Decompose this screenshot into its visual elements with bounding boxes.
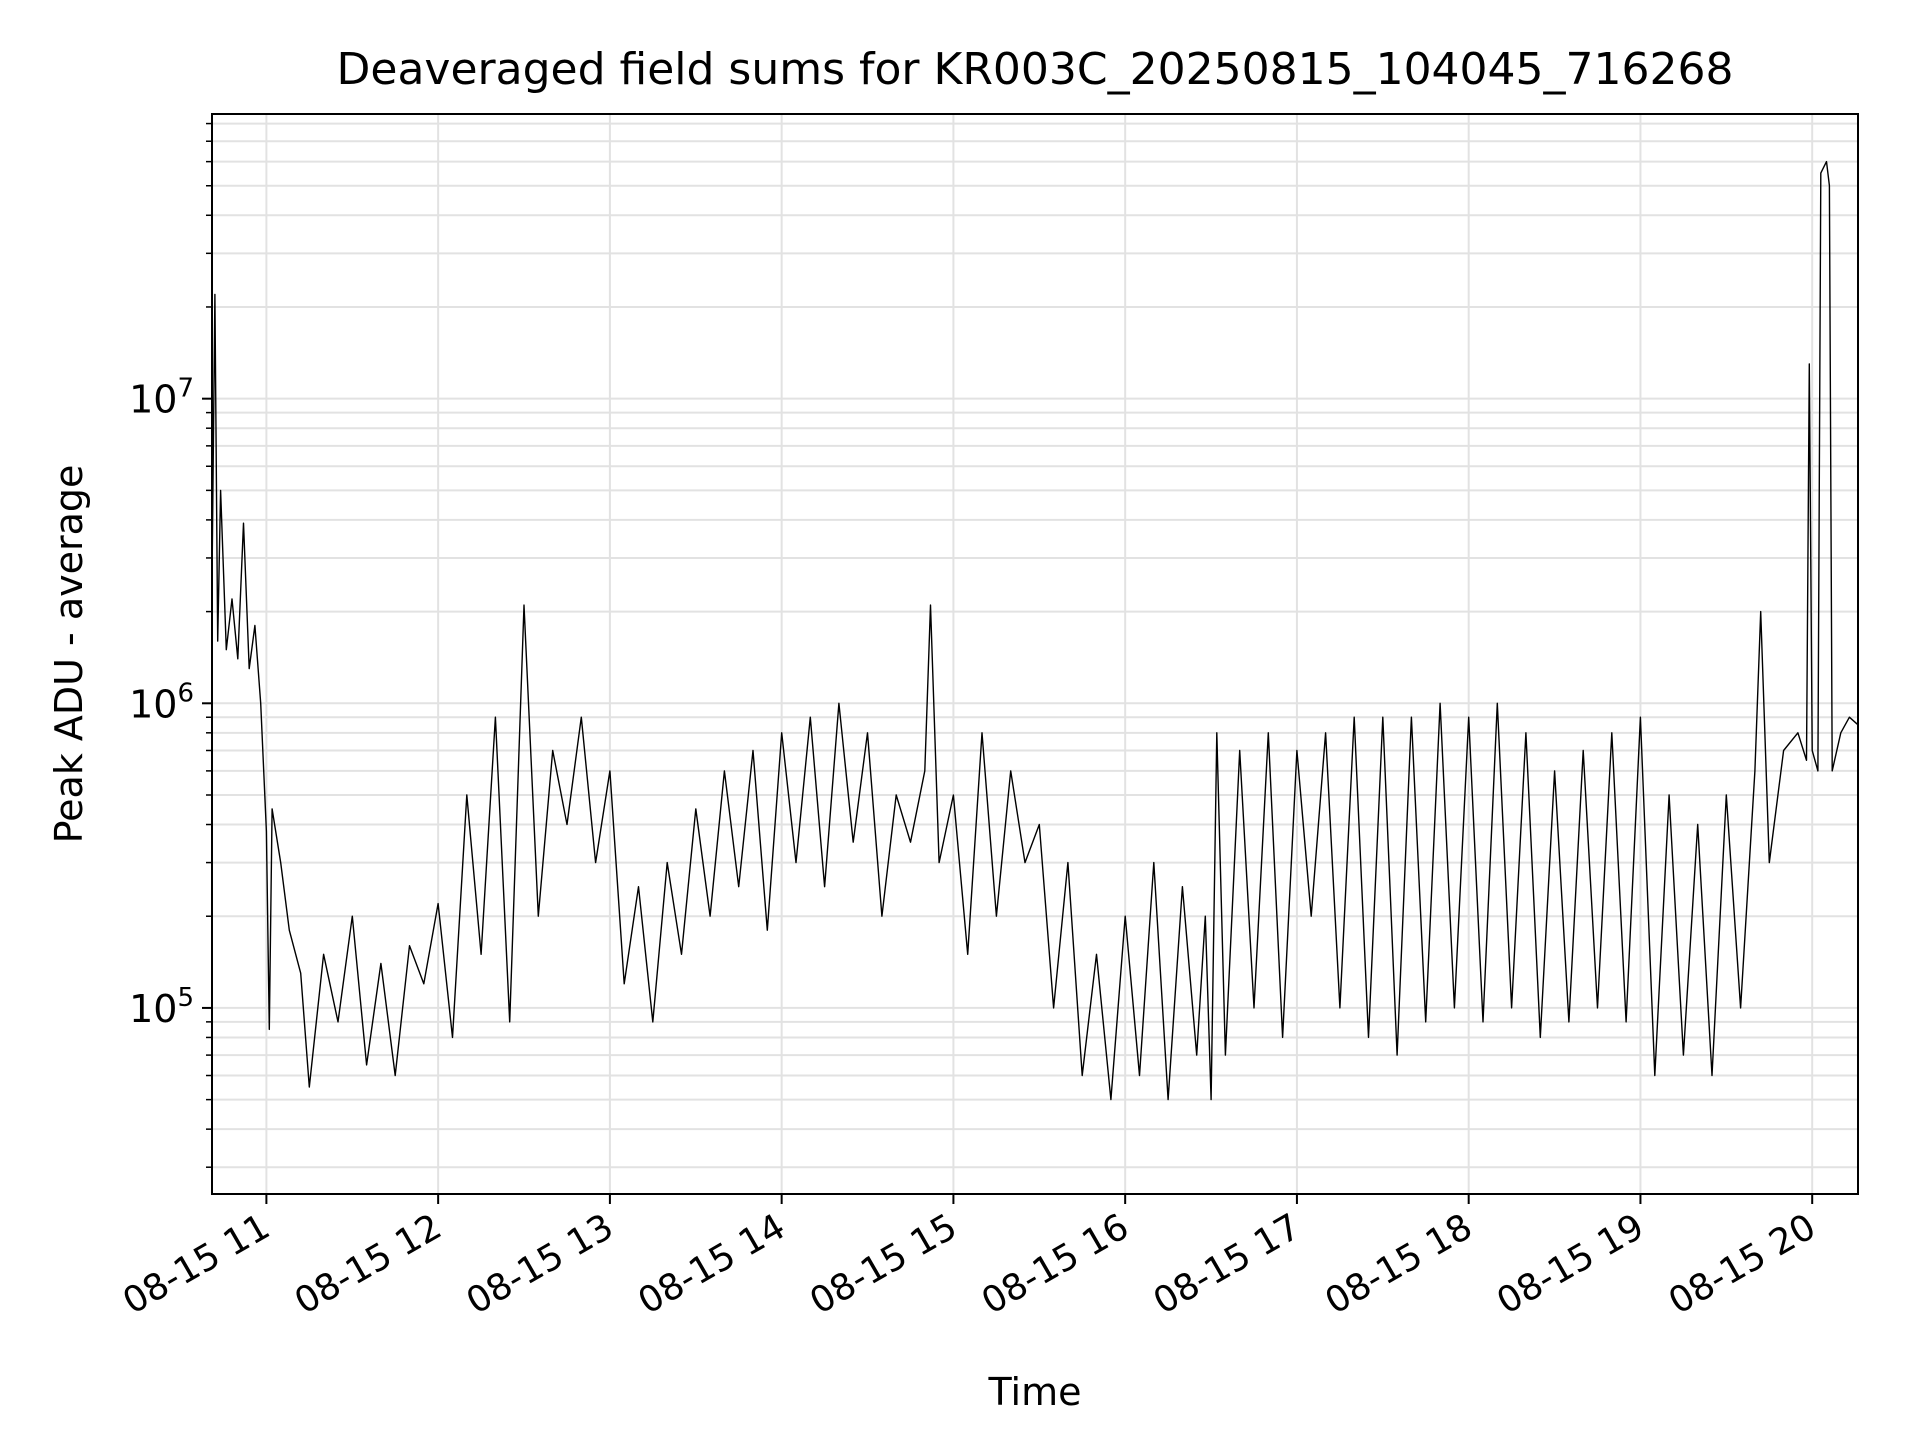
grid bbox=[212, 114, 1858, 1194]
series-line bbox=[211, 160, 1859, 1101]
y-tick-label: 106 bbox=[129, 678, 194, 726]
y-tick-label: 105 bbox=[129, 983, 194, 1031]
x-axis-label: Time bbox=[988, 1370, 1082, 1414]
plot-frame bbox=[211, 113, 1859, 1195]
y-axis-label: Peak ADU - average bbox=[47, 465, 91, 844]
y-tick-label: 107 bbox=[129, 374, 194, 422]
series-layer bbox=[211, 160, 1859, 1101]
y-axis-ticks: 105 106 107 bbox=[129, 122, 212, 1168]
chart-title: Deaveraged field sums for KR003C_2025081… bbox=[337, 44, 1734, 95]
